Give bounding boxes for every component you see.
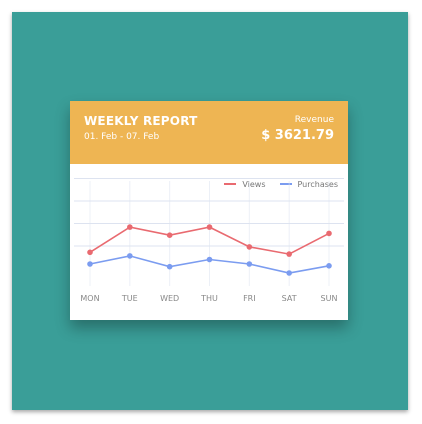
legend-item-views[interactable]: Views	[224, 179, 266, 189]
data-point-purchases	[166, 263, 173, 270]
data-point-views	[87, 249, 93, 256]
chart-legend: Views Purchases	[210, 178, 338, 190]
x-tick-label: SAT	[282, 294, 297, 303]
data-point-views	[326, 230, 332, 237]
data-point-views	[166, 232, 173, 238]
date-range: 01. Feb - 07. Feb	[84, 132, 160, 142]
data-point-views	[206, 224, 213, 230]
revenue-label: Revenue	[294, 115, 334, 125]
x-tick-label: FRI	[243, 294, 256, 303]
legend-swatch-views	[224, 183, 237, 185]
data-point-purchases	[87, 261, 93, 267]
legend-swatch-purchases	[279, 183, 292, 185]
x-tick-label: WED	[160, 294, 179, 303]
legend-label-views: Views	[242, 179, 266, 189]
data-point-purchases	[286, 270, 292, 276]
card-title: WEEKLY REPORT	[84, 114, 198, 128]
data-point-purchases	[127, 253, 133, 259]
data-point-views	[127, 224, 133, 230]
data-point-views	[286, 251, 292, 257]
line-chart: MON TUE WED THU FRI SAT SUN	[74, 178, 344, 303]
card-header: WEEKLY REPORT 01. Feb - 07. Feb Revenue …	[70, 101, 348, 164]
data-point-purchases	[326, 263, 332, 269]
x-tick-label: THU	[200, 294, 218, 303]
x-tick-label: SUN	[321, 294, 338, 303]
x-tick-label: MON	[80, 294, 99, 303]
legend-label-purchases: Purchases	[297, 179, 339, 189]
data-point-purchases	[246, 261, 253, 267]
weekly-report-card: WEEKLY REPORT 01. Feb - 07. Feb Revenue …	[70, 101, 348, 320]
data-point-views	[246, 244, 253, 250]
data-point-purchases	[206, 256, 213, 263]
x-tick-label: TUE	[121, 294, 138, 303]
legend-item-purchases[interactable]: Purchases	[279, 179, 339, 189]
revenue-value: $ 3621.79	[261, 128, 334, 143]
